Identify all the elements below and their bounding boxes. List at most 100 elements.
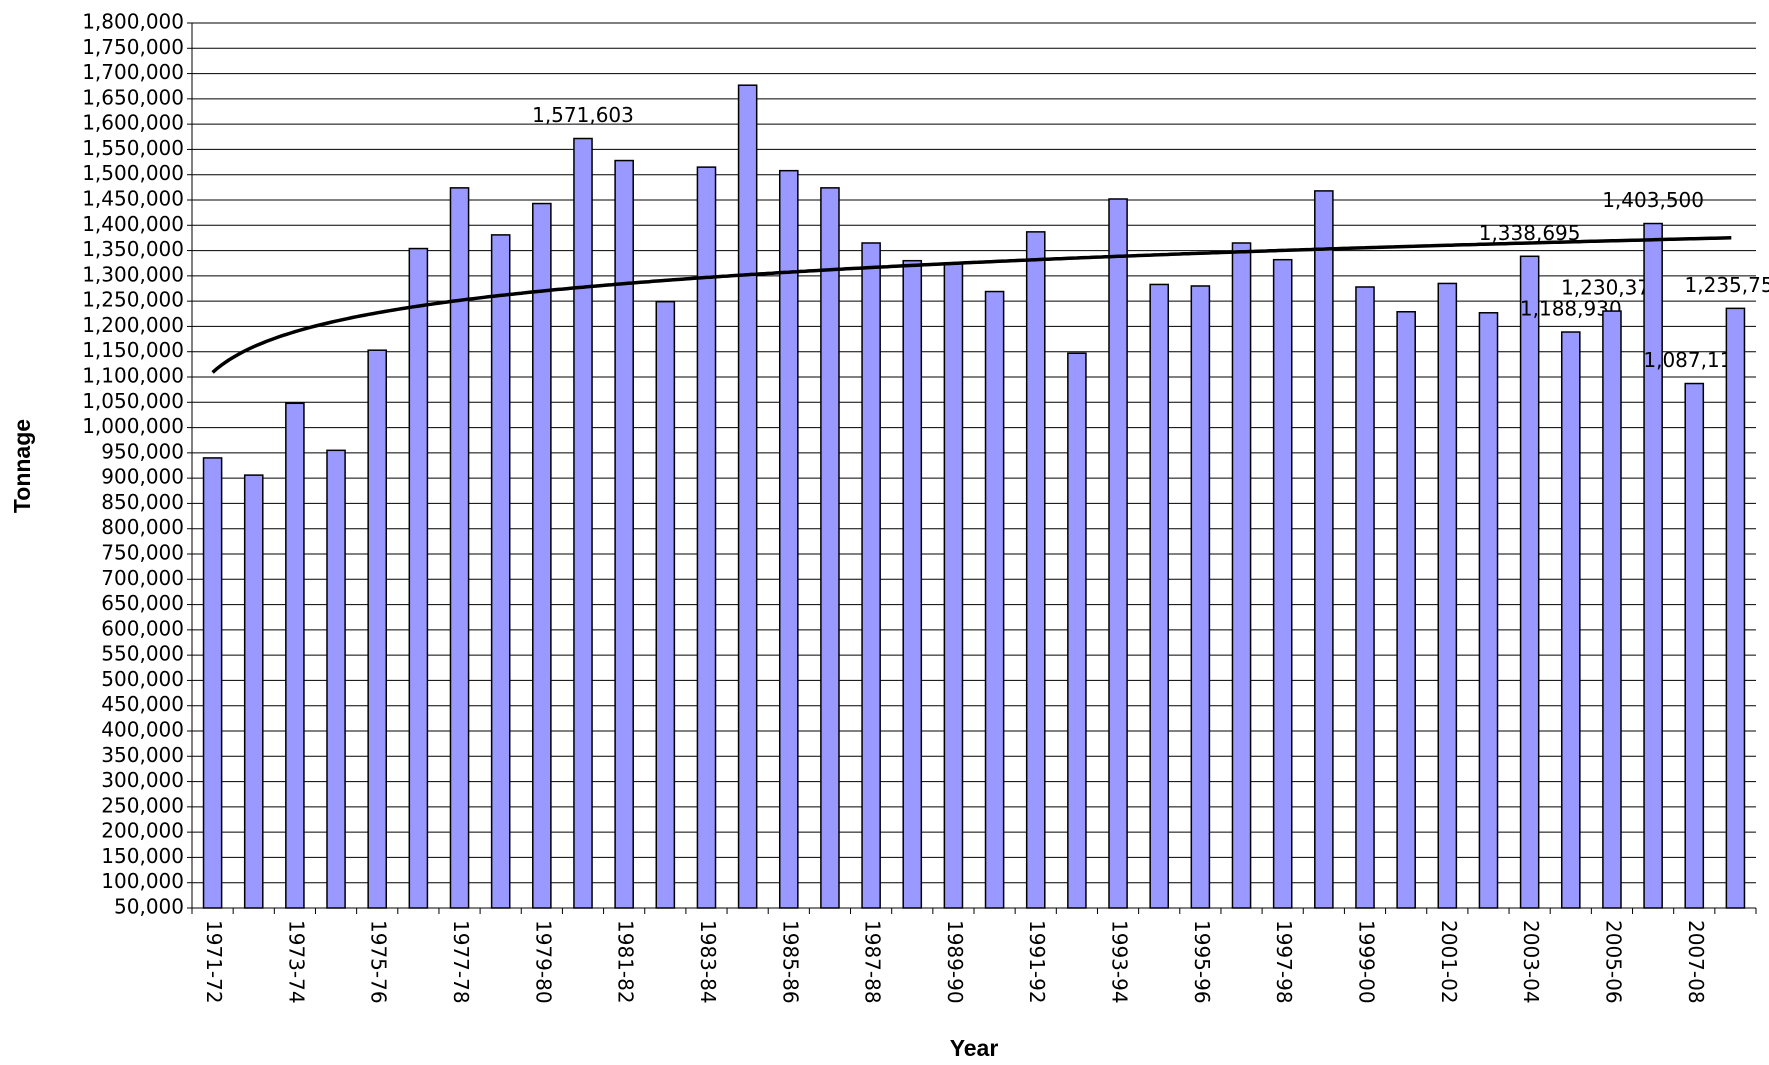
x-tick-label: 1975-76 xyxy=(367,920,391,1004)
x-tick-label: 1991-92 xyxy=(1025,920,1049,1004)
y-tick-label: 850,000 xyxy=(101,490,184,514)
bar xyxy=(1396,311,1416,909)
bar xyxy=(820,187,840,909)
data-label: 1,403,500 xyxy=(1602,188,1704,212)
bar xyxy=(1560,331,1581,909)
x-tick-label: 2007-08 xyxy=(1684,920,1708,1004)
y-tick-label: 1,250,000 xyxy=(82,288,184,312)
y-axis-title: Tonnage xyxy=(9,419,35,513)
y-tick-label: 1,550,000 xyxy=(82,136,184,160)
y-tick-label: 700,000 xyxy=(101,566,184,590)
bar xyxy=(449,187,470,909)
x-tick-label: 1973-74 xyxy=(284,920,308,1004)
x-tick-label: 2005-06 xyxy=(1601,920,1625,1004)
x-tick-label: 1993-94 xyxy=(1108,920,1132,1004)
bar xyxy=(573,137,593,909)
bar xyxy=(1190,285,1211,909)
bar xyxy=(243,474,264,909)
x-axis-title: Year xyxy=(950,1035,999,1061)
bar xyxy=(367,349,388,909)
x-tick-label: 1997-98 xyxy=(1272,920,1296,1004)
y-tick-label: 1,400,000 xyxy=(82,212,184,236)
y-tick-label: 400,000 xyxy=(101,718,184,742)
bar xyxy=(943,262,964,909)
y-tick-label: 1,500,000 xyxy=(82,161,184,185)
bar xyxy=(1519,255,1540,909)
y-tick-label: 150,000 xyxy=(101,844,184,868)
x-tick-label: 1977-78 xyxy=(449,920,473,1004)
bar xyxy=(1314,190,1334,909)
bar xyxy=(1272,258,1293,909)
y-tick-label: 1,700,000 xyxy=(82,60,184,84)
bar xyxy=(737,84,758,909)
bar xyxy=(902,259,923,909)
y-tick-label: 550,000 xyxy=(101,642,184,666)
y-tick-label: 100,000 xyxy=(101,869,184,893)
bar xyxy=(614,159,634,909)
y-tick-label: 1,600,000 xyxy=(82,111,184,135)
x-tick-label: 1983-84 xyxy=(696,920,720,1004)
x-tick-label: 1985-86 xyxy=(778,920,802,1004)
bar xyxy=(1355,286,1375,909)
x-tick-label: 1995-96 xyxy=(1190,920,1214,1004)
y-tick-label: 1,150,000 xyxy=(82,338,184,362)
x-tick-label: 1979-80 xyxy=(531,920,555,1004)
y-tick-label: 1,350,000 xyxy=(82,237,184,261)
bar xyxy=(326,449,346,909)
bar xyxy=(1067,352,1087,909)
bar xyxy=(1684,382,1705,909)
y-tick-label: 500,000 xyxy=(101,667,184,691)
y-tick-label: 350,000 xyxy=(101,743,184,767)
data-label: 1,571,603 xyxy=(532,103,634,127)
x-tick-label: 1987-88 xyxy=(861,920,885,1004)
y-tick-label: 1,650,000 xyxy=(82,85,184,109)
y-tick-label: 250,000 xyxy=(101,793,184,817)
y-tick-label: 650,000 xyxy=(101,591,184,615)
y-tick-label: 1,750,000 xyxy=(82,35,184,59)
x-tick-label: 2003-04 xyxy=(1519,920,1543,1004)
y-tick-label: 50,000 xyxy=(114,895,184,919)
bar xyxy=(1231,242,1252,909)
y-tick-label: 200,000 xyxy=(101,819,184,843)
y-tick-label: 900,000 xyxy=(101,465,184,489)
trend-line xyxy=(211,236,1732,374)
bar xyxy=(1437,282,1458,909)
bar xyxy=(1725,307,1746,909)
bar xyxy=(1643,222,1663,909)
x-tick-label: 1971-72 xyxy=(202,920,226,1004)
bar xyxy=(532,202,552,909)
bar xyxy=(696,166,717,909)
bar xyxy=(655,300,676,909)
y-tick-label: 600,000 xyxy=(101,616,184,640)
y-tick-label: 1,800,000 xyxy=(82,10,184,34)
x-tick-label: 1989-90 xyxy=(943,920,967,1004)
bar xyxy=(861,242,881,909)
x-tick-label: 1999-00 xyxy=(1355,920,1379,1004)
bar xyxy=(1149,283,1170,909)
bar xyxy=(778,169,799,909)
bar xyxy=(490,234,511,909)
bar xyxy=(1602,310,1622,909)
y-tick-label: 1,100,000 xyxy=(82,364,184,388)
x-tick-label: 1981-82 xyxy=(614,920,638,1004)
y-tick-label: 1,000,000 xyxy=(82,414,184,438)
bar xyxy=(1108,198,1128,909)
bar xyxy=(285,402,305,909)
bar xyxy=(408,247,429,909)
y-tick-label: 1,300,000 xyxy=(82,262,184,286)
y-tick-label: 450,000 xyxy=(101,692,184,716)
x-tick-label: 2001-02 xyxy=(1437,920,1461,1004)
y-tick-label: 1,200,000 xyxy=(82,313,184,337)
y-tick-label: 1,450,000 xyxy=(82,187,184,211)
data-label: 1,235,751 xyxy=(1685,273,1769,297)
bar xyxy=(1025,231,1046,909)
y-tick-label: 1,050,000 xyxy=(82,389,184,413)
bar xyxy=(984,290,1005,909)
y-tick-label: 300,000 xyxy=(101,768,184,792)
bar xyxy=(202,457,223,909)
y-tick-label: 950,000 xyxy=(101,439,184,463)
y-tick-label: 750,000 xyxy=(101,541,184,565)
bar xyxy=(1478,312,1499,909)
y-tick-label: 800,000 xyxy=(101,515,184,539)
